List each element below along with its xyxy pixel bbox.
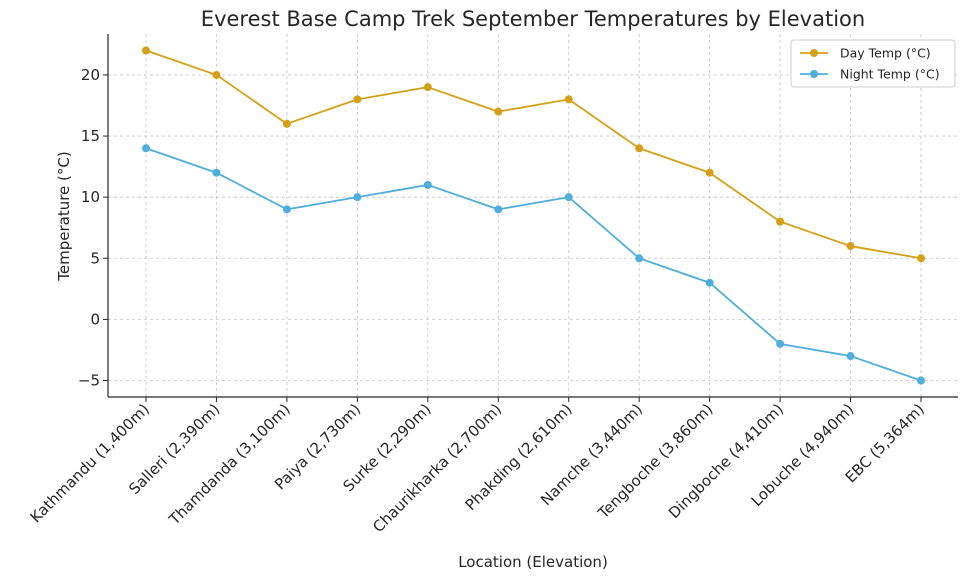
series-line xyxy=(145,49,922,260)
series-line xyxy=(145,147,922,382)
legend-marker-night xyxy=(810,70,818,78)
data-point xyxy=(212,168,221,177)
y-axis-ticks: −5 0 5 10 15 20 xyxy=(78,66,108,390)
legend-label-night: Night Temp (°C) xyxy=(840,67,940,82)
x-tick-label: Kathmandu (1,400m) xyxy=(27,400,153,526)
data-point xyxy=(846,242,855,251)
legend: Day Temp (°C) Night Temp (°C) xyxy=(790,39,956,88)
axes xyxy=(107,34,958,398)
x-axis-label: Location (Elevation) xyxy=(458,553,608,571)
data-point xyxy=(846,352,855,361)
x-tick-label: Dingboche (4,410m) xyxy=(665,400,787,522)
legend-label-day: Day Temp (°C) xyxy=(840,46,931,61)
data-point xyxy=(917,376,925,385)
y-tick-label: 15 xyxy=(81,127,100,145)
data-point xyxy=(353,193,362,202)
series-day xyxy=(142,46,925,263)
y-tick-label: 5 xyxy=(90,249,100,267)
legend-marker-day xyxy=(810,49,818,57)
y-axis-label: Temperature (°C) xyxy=(55,151,73,281)
y-tick-label: 0 xyxy=(90,310,100,328)
data-point xyxy=(282,205,291,214)
data-point xyxy=(776,217,785,226)
data-point xyxy=(423,180,432,189)
y-tick-label: −5 xyxy=(78,372,100,390)
data-point xyxy=(705,168,714,177)
x-tick-label: Thamdanda (3,100m) xyxy=(165,400,294,529)
data-point xyxy=(142,144,150,153)
data-point xyxy=(282,119,291,128)
data-point xyxy=(635,254,644,263)
legend-box xyxy=(790,39,956,88)
x-tick-label: Tengboche (3,860m) xyxy=(594,400,717,523)
data-point xyxy=(142,46,150,55)
data-point xyxy=(423,83,432,92)
data-point xyxy=(212,70,221,79)
data-point xyxy=(705,278,714,287)
chart-title: Everest Base Camp Trek September Tempera… xyxy=(201,7,865,31)
y-tick-label: 20 xyxy=(81,66,100,84)
data-point xyxy=(917,254,925,263)
data-point xyxy=(353,95,362,104)
series-night xyxy=(142,144,925,385)
data-point xyxy=(494,205,503,214)
data-point xyxy=(564,193,573,202)
x-axis-ticks: Kathmandu (1,400m)Salleri (2,390m)Thamda… xyxy=(27,397,928,536)
series xyxy=(142,46,925,385)
data-point xyxy=(564,95,573,104)
data-point xyxy=(776,339,785,348)
data-point xyxy=(494,107,503,116)
y-tick-label: 10 xyxy=(81,188,100,206)
data-point xyxy=(635,144,644,153)
x-tick-label: Chaurikharka (2,700m) xyxy=(369,400,505,536)
